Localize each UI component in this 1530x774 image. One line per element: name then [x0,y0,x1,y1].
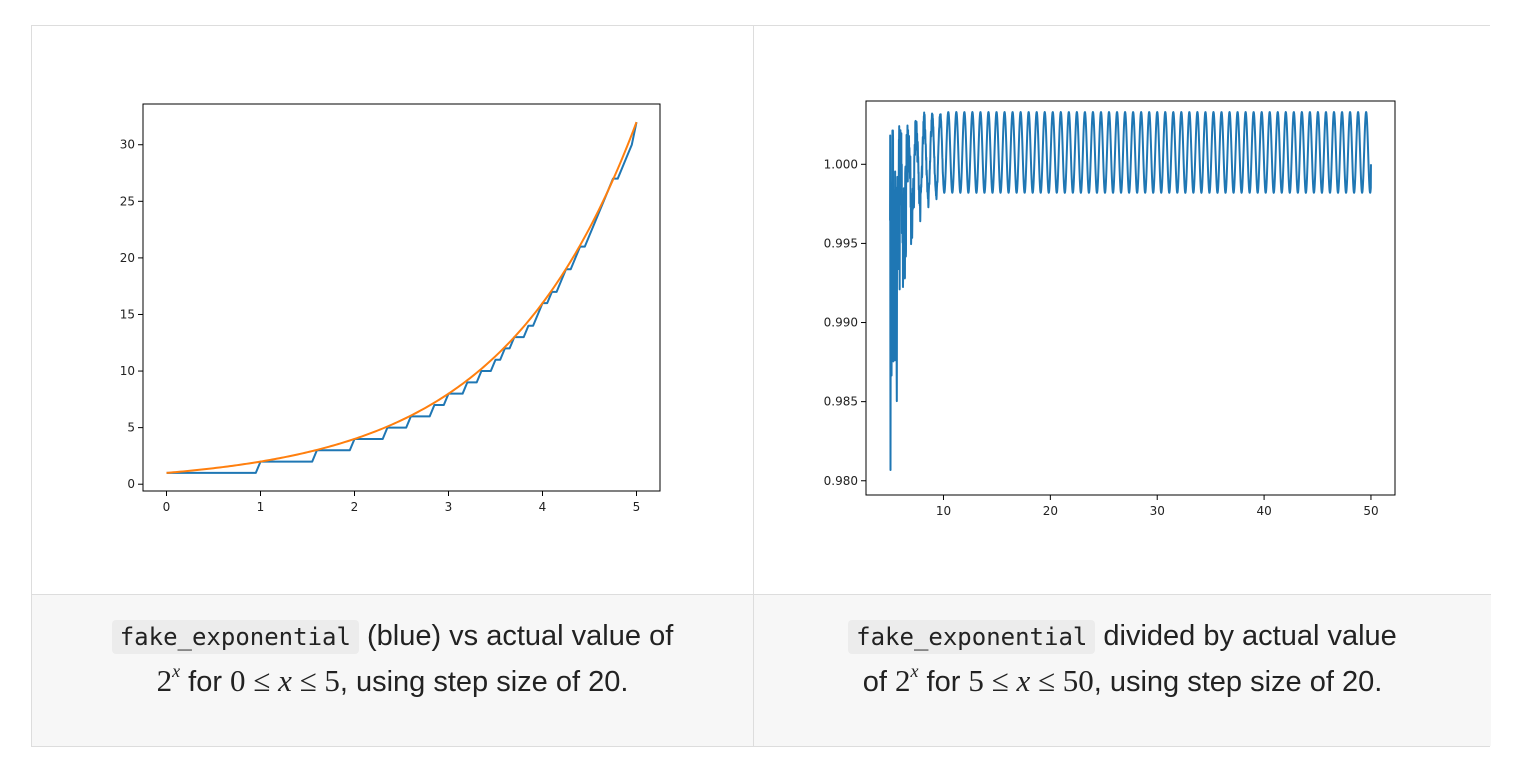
caption-math-base-left: 2 [156,663,173,698]
caption-text-right-a: divided by actual value [1095,620,1397,652]
chart1-x-tick-label-3: 40 [1256,504,1271,518]
caption-code-right: fake_exponential [848,620,1096,654]
caption-math-exp-left: x [172,661,181,681]
caption-var-left: x [278,663,292,698]
left-plot-cell: 0 1 2 3 4 5 0 5 10 15 20 25 30 [32,26,754,594]
right-plot-cell: 10 20 30 40 50 0.980 0.985 0.990 0.995 1.000 [754,26,1491,594]
caption-text-left-c: , using step size of 20. [339,666,629,698]
caption-leq-left-1: ≤ [245,663,279,698]
chart0-y-tick-label-6: 30 [120,138,135,152]
chart1-y-tick-label-4: 1.000 [824,157,858,171]
chart0-series-line-1 [166,121,638,474]
caption-text-right-b: for [918,666,969,698]
caption-math-base-right: 2 [894,663,911,698]
chart0-y-tick-label-3: 15 [120,307,135,321]
chart0-x-tick-label-0: 0 [163,500,171,514]
chart0-x-tick-label-4: 4 [539,500,547,514]
chart1-x-tick-label-0: 10 [936,504,951,518]
chart0-y-tick-label-2: 10 [120,364,135,378]
chart0-axes-frame [142,103,661,492]
chart1-axes-frame [865,100,1396,496]
figure-table: 0 1 2 3 4 5 0 5 10 15 20 25 30 10 20 30 40 50 0.980 0.985 0… [31,25,1491,747]
chart1-x-tick-label-4: 50 [1363,504,1378,518]
chart1-x-tick-label-2: 30 [1150,504,1165,518]
chart0-y-tick-label-5: 25 [120,194,135,208]
chart0-y-tick-label-0: 0 [127,477,135,491]
caption-math-exp-right: x [910,661,919,681]
chart1-y-tick-label-0: 0.980 [824,474,858,488]
caption-text-right-c: , using step size of 20. [1093,666,1383,698]
left-chart: 0 1 2 3 4 5 0 5 10 15 20 25 30 [120,103,661,514]
caption-leq-right-2: ≤ [1030,663,1063,698]
chart0-x-tick-label-1: 1 [257,500,265,514]
caption-code-left: fake_exponential [111,620,359,654]
chart1-y-tick-label-2: 0.990 [824,316,858,330]
caption-text-right-pre: of [862,666,895,698]
caption-var-right: x [1016,663,1031,698]
right-chart: 10 20 30 40 50 0.980 0.985 0.990 0.995 1.000 [824,100,1396,518]
caption-leq-left-2: ≤ [291,663,325,698]
left-caption: fake_exponential (blue) vs actual value … [32,594,754,746]
caption-range-hi-right: 50 [1062,663,1094,698]
caption-text-left-b: for [180,666,231,698]
chart0-x-tick-label-3: 3 [445,500,453,514]
caption-range-lo-right: 5 [968,663,984,698]
chart0-y-tick-label-4: 20 [120,251,135,265]
caption-leq-right-1: ≤ [983,663,1017,698]
chart1-y-tick-label-1: 0.985 [824,395,858,409]
right-caption: fake_exponential divided by actual value… [754,594,1491,746]
chart1-series-line-0 [889,111,1372,471]
chart0-series-line-0 [166,121,638,474]
chart1-x-tick-label-1: 20 [1043,504,1058,518]
chart0-x-tick-label-5: 5 [633,500,641,514]
caption-range-lo-left: 0 [230,663,246,698]
chart0-x-tick-label-2: 2 [351,500,359,514]
chart0-y-tick-label-1: 5 [127,421,135,435]
caption-range-hi-left: 5 [324,663,340,698]
chart1-y-tick-label-3: 0.995 [824,236,858,250]
caption-text-left-a: (blue) vs actual value of [358,620,674,652]
